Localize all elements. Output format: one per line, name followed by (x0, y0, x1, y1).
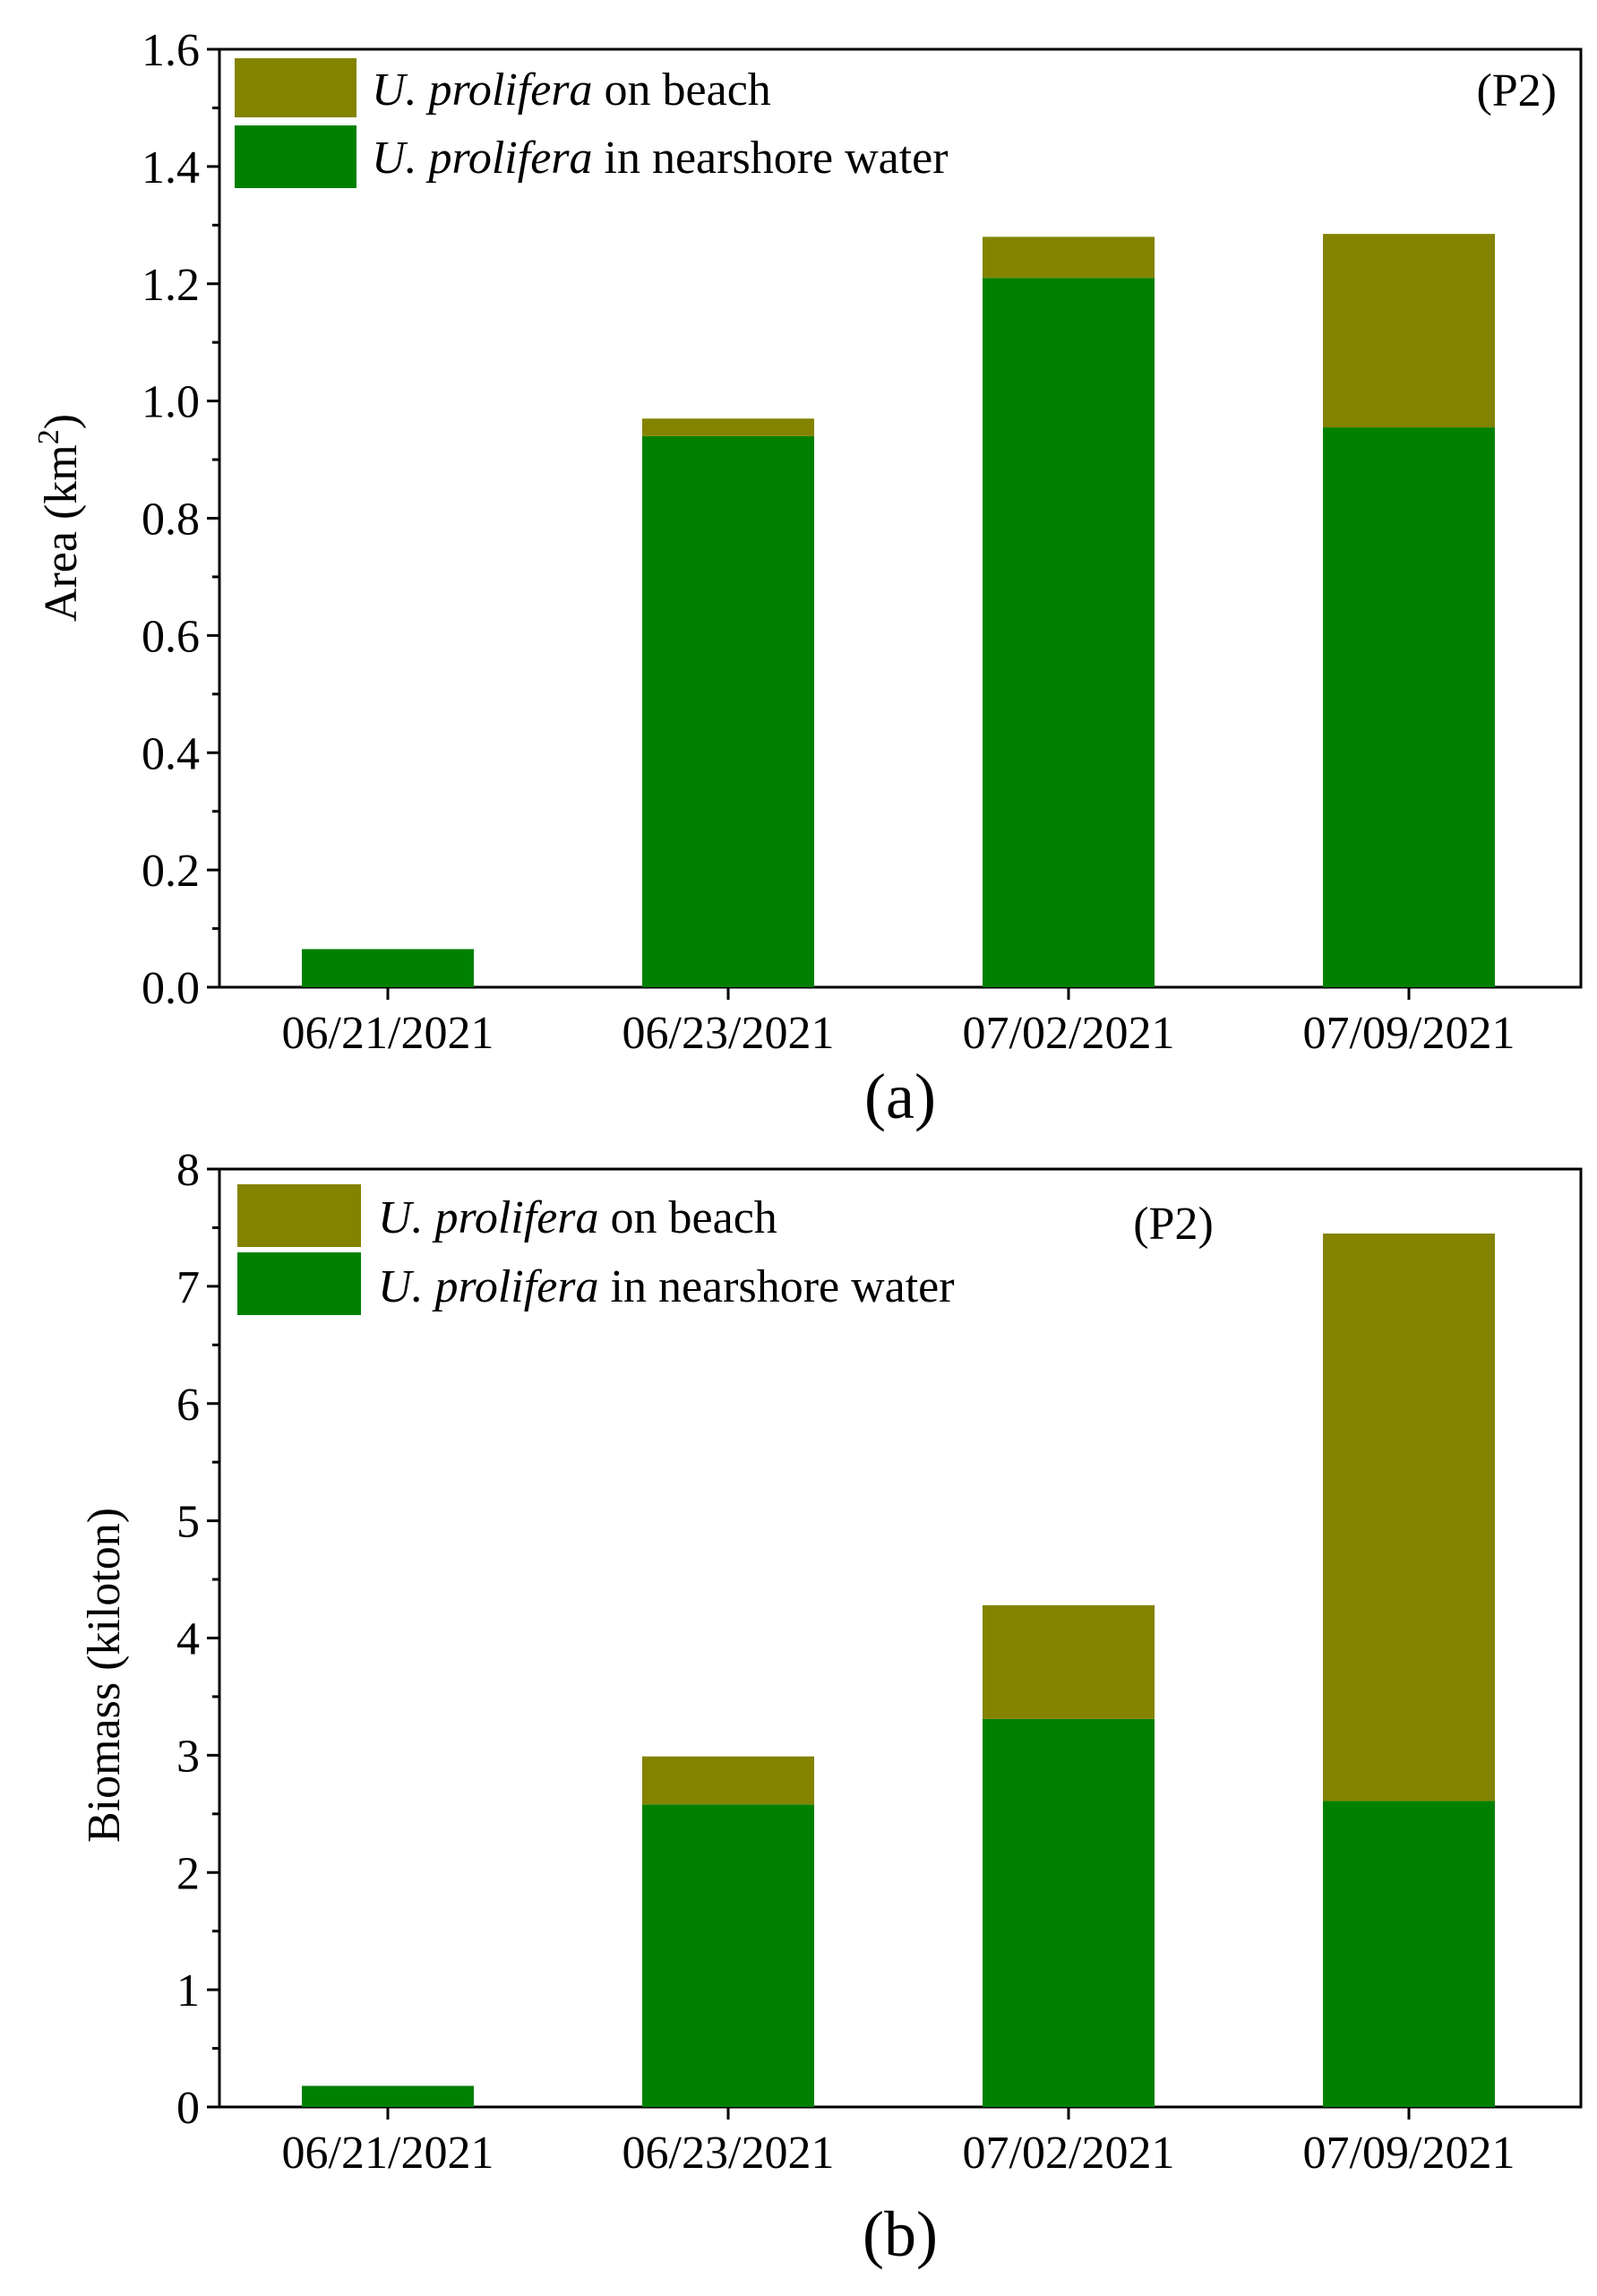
legend-label-nearshore-b: U. prolifera in nearshore water (378, 1261, 955, 1312)
x-tick-label-a-0: 06/21/2021 (282, 1008, 494, 1059)
y-tick-label-b-5: 5 (176, 1497, 200, 1548)
legend-swatch-on-beach-a (235, 58, 356, 117)
y-tick-label-b-4: 4 (176, 1614, 200, 1665)
bar-on_beach-2 (642, 1756, 814, 1805)
panel-label-a: (a) (864, 1061, 936, 1132)
bar-on_beach-4 (1323, 234, 1495, 428)
x-tick-label-a-2: 07/02/2021 (963, 1008, 1175, 1059)
panel-tag-b: (P2) (1133, 1199, 1214, 1250)
y-axis-ticks-a: 0.0 0.2 0.4 0.6 0.8 1.0 1.2 1.4 1.6 (142, 25, 219, 1014)
y-tick-label-a-8: 1.6 (142, 25, 200, 76)
y-tick-label-b-1: 1 (176, 1965, 200, 2017)
y-tick-label-a-5: 1.0 (142, 377, 200, 428)
panel-tag-a: (P2) (1476, 65, 1557, 116)
legend-label-nearshore-a: U. prolifera in nearshore water (372, 133, 949, 184)
y-axis-ticks-b: 0 1 2 3 4 5 6 7 8 (176, 1145, 219, 2134)
bar-nearshore-4 (1323, 427, 1495, 987)
y-axis-title-b: Biomass (kiloton) (79, 1508, 130, 1843)
bar-on_beach-2 (642, 418, 814, 436)
y-tick-label-a-0: 0.0 (142, 963, 200, 1014)
y-tick-label-a-2: 0.4 (142, 728, 200, 779)
x-tick-label-b-1: 06/23/2021 (622, 2128, 835, 2179)
y-tick-label-a-3: 0.6 (142, 611, 200, 662)
bars-group-b (302, 1233, 1495, 2107)
legend-swatch-on-beach-b (237, 1184, 361, 1247)
bar-nearshore-2 (642, 1804, 814, 2107)
legend-label-on-beach-b: U. prolifera on beach (378, 1192, 777, 1243)
bar-on_beach-3 (983, 1604, 1155, 1719)
bar-on_beach-4 (1323, 1233, 1495, 1802)
chart-panel-a: 0.00.20.40.60.81.01.21.41.6 06/21/2021 06… (32, 25, 1583, 1132)
y-tick-label-b-8: 8 (176, 1145, 200, 1196)
legend-b: U. prolifera on beach U. prolifera in ne… (237, 1184, 955, 1315)
bar-nearshore-1 (302, 949, 474, 987)
y-tick-label-b-3: 3 (176, 1731, 200, 1782)
bar-on_beach-3 (983, 236, 1155, 279)
y-tick-label-a-4: 0.8 (142, 494, 200, 546)
x-tick-label-a-3: 07/09/2021 (1303, 1008, 1515, 1059)
y-axis-title-a: Area (km2) (32, 414, 87, 622)
x-tick-label-b-2: 07/02/2021 (963, 2128, 1175, 2179)
panel-label-b: (b) (863, 2198, 938, 2270)
legend-swatch-nearshore-a (235, 125, 356, 188)
chart-panel-b: 0 1 2 3 4 5 6 7 8 06/21/2021 06/23/2021 07/02/2021… (79, 1145, 1583, 2270)
bar-nearshore-2 (642, 435, 814, 987)
x-axis-ticks-a: 06/21/2021 06/23/2021 07/02/2021 07/09/2021 (282, 987, 1515, 1059)
y-tick-label-b-2: 2 (176, 1848, 200, 1899)
legend-a: U. prolifera on beach U. prolifera in ne… (235, 58, 949, 188)
legend-swatch-nearshore-b (237, 1252, 361, 1315)
legend-label-on-beach-a: U. prolifera on beach (372, 64, 771, 116)
x-tick-label-b-3: 07/09/2021 (1303, 2128, 1515, 2179)
bars-group-a (302, 234, 1495, 987)
y-tick-label-b-7: 7 (176, 1262, 200, 1313)
x-axis-ticks-b: 06/21/2021 06/23/2021 07/02/2021 07/09/2021 (282, 2107, 1515, 2179)
y-tick-label-b-6: 6 (176, 1380, 200, 1431)
y-tick-label-b-0: 0 (176, 2083, 200, 2134)
y-tick-label-a-1: 0.2 (142, 846, 200, 897)
bar-nearshore-1 (302, 2085, 474, 2107)
bar-nearshore-3 (983, 278, 1155, 987)
bar-nearshore-3 (983, 1718, 1155, 2107)
y-tick-label-a-7: 1.4 (142, 142, 200, 193)
bar-nearshore-4 (1323, 1801, 1495, 2107)
y-tick-label-a-6: 1.2 (142, 260, 200, 311)
x-tick-label-b-0: 06/21/2021 (282, 2128, 494, 2179)
x-tick-label-a-1: 06/23/2021 (622, 1008, 835, 1059)
